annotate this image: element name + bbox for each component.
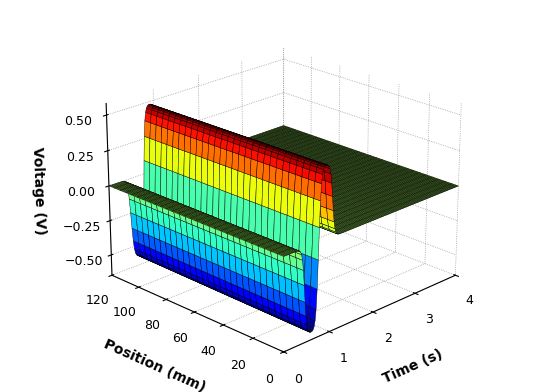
Y-axis label: Position (mm): Position (mm) [101,337,208,392]
X-axis label: Time (s): Time (s) [380,347,445,385]
